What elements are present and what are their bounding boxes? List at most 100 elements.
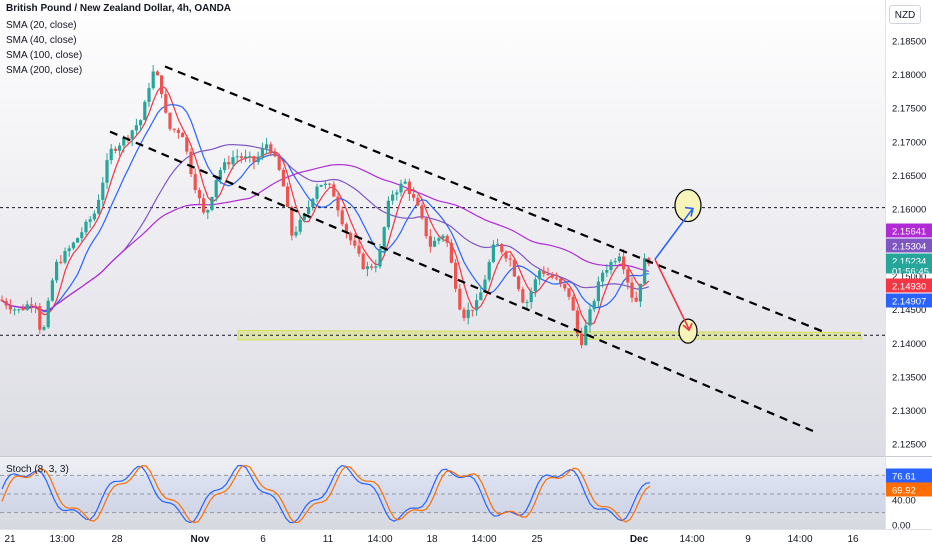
target-up-circle[interactable]: [674, 188, 702, 223]
candle-up: [307, 207, 311, 214]
candle-up: [374, 266, 378, 268]
candle-down: [634, 297, 638, 302]
candle-down: [59, 261, 63, 263]
candle-down: [340, 210, 344, 225]
sma20-line: [1, 85, 650, 326]
support-zone[interactable]: [237, 329, 863, 341]
candle-down: [189, 151, 193, 175]
candle-up: [223, 162, 227, 171]
candle-down: [193, 174, 197, 191]
candle-up: [365, 266, 369, 270]
candle-up: [151, 71, 155, 89]
price-badge-label: 01:56:45: [892, 267, 929, 278]
candle-up: [88, 219, 92, 222]
candle-down: [328, 183, 332, 185]
stoch-badge: [886, 482, 932, 497]
candle-down: [462, 309, 466, 319]
x-tick-label: Dec: [630, 534, 649, 545]
candle-up: [97, 199, 101, 214]
channel-lower-line[interactable]: [109, 130, 816, 433]
x-tick-label: 14:00: [787, 534, 812, 545]
legend-sma200[interactable]: SMA (200, close): [6, 65, 83, 76]
candle-up: [147, 88, 151, 102]
candle-down: [269, 144, 273, 153]
stoch-badge-label: 76.61: [892, 472, 916, 483]
candle-down: [370, 266, 374, 268]
y-tick-label: 2.18000: [892, 70, 926, 81]
x-tick-label: 9: [745, 534, 751, 545]
candle-down: [521, 289, 525, 303]
y-tick-label: 2.14500: [892, 305, 926, 316]
y-tick-label: 2.14000: [892, 339, 926, 350]
candle-down: [113, 148, 117, 151]
candle-up: [605, 270, 609, 273]
candle-up: [638, 283, 642, 302]
candle-down: [554, 277, 558, 279]
candle-up: [260, 148, 264, 157]
candle-down: [8, 305, 12, 310]
candle-down: [428, 236, 432, 247]
candle-up: [491, 244, 495, 263]
candle-down: [202, 198, 206, 213]
candle-up: [302, 213, 306, 220]
candle-up: [231, 157, 235, 165]
main-pane-background: [0, 0, 885, 456]
y-tick-label: 2.17500: [892, 104, 926, 115]
arrow-down-line[interactable]: [654, 258, 690, 330]
price-badge: [886, 223, 932, 238]
candle-down: [0, 299, 4, 301]
candle-up: [46, 300, 50, 328]
target-down-circle[interactable]: [678, 318, 698, 344]
candle-up: [244, 156, 248, 159]
candle-down: [34, 305, 38, 307]
candle-down: [155, 71, 159, 76]
candle-up: [55, 261, 59, 281]
candle-up: [63, 251, 67, 263]
candle-up: [437, 238, 441, 241]
candle-down: [508, 258, 512, 260]
candle-up: [298, 219, 302, 232]
candle-up: [596, 281, 600, 302]
candle-up: [466, 309, 470, 319]
candle-down: [571, 296, 575, 311]
stoch-y-tick-label: 0.00: [892, 521, 911, 532]
arrow-up-line[interactable]: [654, 209, 693, 260]
candle-up: [479, 292, 483, 301]
price-badge: [886, 253, 932, 264]
candle-up: [248, 156, 252, 158]
candle-down: [550, 275, 554, 278]
channel-upper-line[interactable]: [164, 65, 823, 333]
candle-up: [533, 279, 537, 292]
symbol-title[interactable]: British Pound / New Zealand Dollar, 4h, …: [6, 3, 232, 14]
candle-down: [445, 235, 449, 243]
candle-down: [181, 132, 185, 138]
candle-up: [139, 120, 143, 126]
x-tick-label: 13:00: [49, 534, 74, 545]
y-tick-label: 2.13000: [892, 406, 926, 417]
candle-up: [109, 148, 113, 161]
candle-up: [529, 291, 533, 303]
x-tick-label: 14:00: [679, 534, 704, 545]
candle-down: [546, 273, 550, 276]
candle-up: [382, 227, 386, 250]
stoch-badge-label: 69.92: [892, 486, 916, 497]
stoch-d-line: [1, 464, 651, 524]
stoch-k-line: [1, 464, 651, 524]
candle-up: [601, 272, 605, 282]
arrow-down-head: [682, 322, 693, 332]
candle-down: [407, 181, 411, 195]
x-tick-label: 11: [323, 534, 334, 545]
x-tick-label: 28: [111, 534, 123, 545]
legend-sma20[interactable]: SMA (20, close): [6, 20, 77, 31]
currency-button[interactable]: NZD: [889, 5, 921, 24]
candle-up: [265, 144, 269, 149]
legend-sma100[interactable]: SMA (100, close): [6, 50, 83, 61]
candle-up: [441, 235, 445, 239]
legend-sma40[interactable]: SMA (40, close): [6, 35, 77, 46]
y-tick-label: 2.17000: [892, 137, 926, 148]
candle-up: [538, 270, 542, 280]
candle-down: [176, 129, 180, 133]
price-badge: [886, 238, 932, 253]
candle-down: [458, 288, 462, 310]
